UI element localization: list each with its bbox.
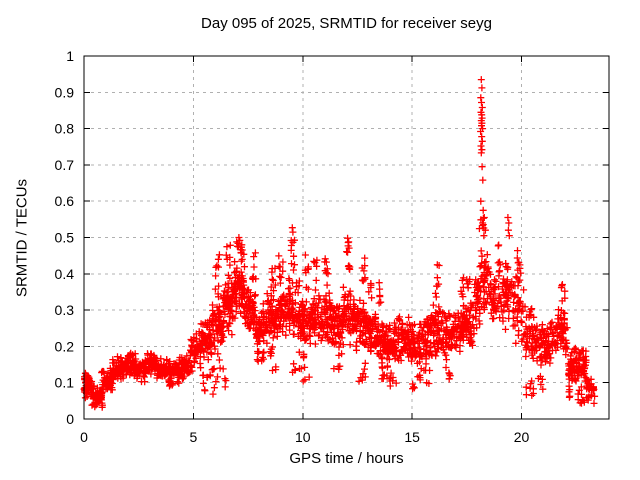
y-tick-label: 0.6 <box>55 193 75 209</box>
y-tick-label: 0.7 <box>55 157 75 173</box>
y-tick-label: 0.3 <box>55 302 75 318</box>
y-tick-label: 1 <box>66 48 74 64</box>
x-tick-label: 15 <box>404 429 420 445</box>
x-tick-label: 10 <box>295 429 311 445</box>
y-tick-label: 0.2 <box>55 338 75 354</box>
y-tick-label: 0.5 <box>55 230 75 246</box>
plot-border <box>83 55 610 420</box>
grid-lines <box>84 56 609 419</box>
x-tick-label: 5 <box>189 429 197 445</box>
y-tick-label: 0.8 <box>55 121 75 137</box>
y-tick-label: 0.1 <box>55 375 75 391</box>
y-tick-label: 0.9 <box>55 84 75 100</box>
chart-title: Day 095 of 2025, SRMTID for receiver sey… <box>201 15 492 32</box>
x-tick-label: 20 <box>514 429 530 445</box>
data-points <box>80 76 599 411</box>
y-tick-label: 0.4 <box>55 266 75 282</box>
y-tick-label: 0 <box>66 411 74 427</box>
x-axis-label: GPS time / hours <box>289 450 404 467</box>
x-tick-label: 0 <box>80 429 88 445</box>
